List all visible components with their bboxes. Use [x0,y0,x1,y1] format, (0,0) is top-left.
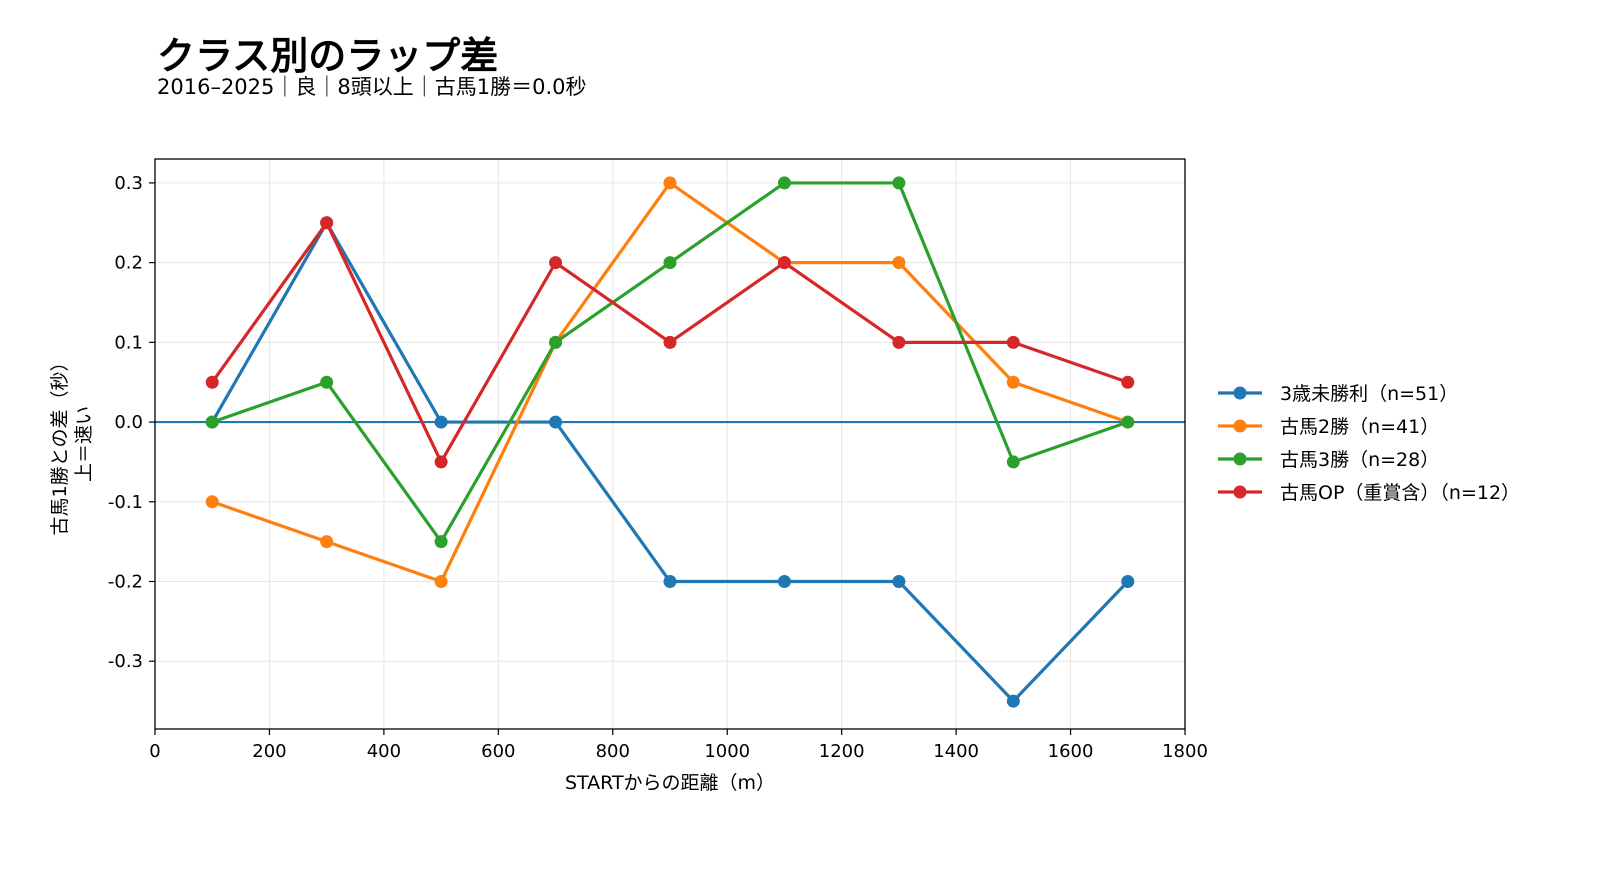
y-tick-label: 0.3 [114,173,143,194]
y-axis-label-line1: 古馬1勝との差（秒） [49,353,71,536]
series-2 [205,176,1135,589]
data-point [1121,575,1135,589]
data-point [205,415,219,429]
legend-label: 古馬2勝（n=41） [1280,416,1439,438]
series-group [205,176,1135,708]
legend-item: 古馬OP（重賞含）（n=12） [1218,482,1520,504]
series-1 [205,216,1135,708]
data-point [205,495,219,509]
x-tick-label: 1000 [704,741,750,762]
y-tick-label: -0.3 [108,651,143,672]
data-point [892,575,906,589]
y-tick-label: 0.0 [114,412,143,433]
legend-label: 3歳未勝利（n=51） [1280,383,1458,405]
data-point [663,335,677,349]
data-point [663,575,677,589]
y-axis-ticks: 0.3 0.2 0.1 0.0 -0.1 -0.2 -0.3 [108,173,155,672]
data-point [549,415,563,429]
plot-frame [154,158,1186,730]
data-point [1006,375,1020,389]
y-tick-label: -0.2 [108,572,143,593]
series-4 [205,216,1135,469]
series-line [210,181,1130,584]
y-tick-label: 0.2 [114,253,143,274]
data-point [320,216,334,230]
data-point [892,256,906,270]
data-point [1121,375,1135,389]
series-line [210,221,1130,703]
x-tick-label: 1400 [933,741,979,762]
y-tick-label: -0.1 [108,492,143,513]
x-tick-label: 800 [596,741,630,762]
x-tick-label: 200 [252,741,286,762]
series-3 [205,176,1135,549]
data-point [1121,415,1135,429]
x-tick-label: 400 [367,741,401,762]
legend-item: 古馬3勝（n=28） [1218,449,1439,471]
legend-swatch-marker [1233,485,1247,499]
data-point [434,455,448,469]
x-tick-label: 1600 [1048,741,1094,762]
series-line [210,181,1130,544]
chart-title: クラス別のラップ差 [157,34,499,78]
legend-item: 古馬2勝（n=41） [1218,416,1439,438]
data-point [1006,694,1020,708]
data-point [1006,335,1020,349]
data-point [549,335,563,349]
data-point [777,176,791,190]
data-point [777,256,791,270]
x-axis-ticks: 0 200 400 600 800 1000 1200 1400 1600 1800 [149,729,1208,762]
data-point [892,335,906,349]
legend-swatch-marker [1233,386,1247,400]
legend-swatch-marker [1233,419,1247,433]
data-point [434,575,448,589]
data-point [663,256,677,270]
legend: 3歳未勝利（n=51） 古馬2勝（n=41） 古馬3勝（n=28） 古馬OP（重賞含）… [1218,383,1520,504]
x-tick-label: 1200 [819,741,865,762]
data-point [320,375,334,389]
data-point [777,575,791,589]
data-point [663,176,677,190]
x-tick-label: 0 [149,741,160,762]
data-point [205,375,219,389]
y-axis-label: 古馬1勝との差（秒） 上＝速い [49,353,95,536]
data-point [892,176,906,190]
data-point [434,415,448,429]
chart-subtitle: 2016–2025｜良｜8頭以上｜古馬1勝＝0.0秒 [157,75,587,99]
x-tick-label: 1800 [1162,741,1208,762]
y-tick-label: 0.1 [114,332,143,353]
legend-swatch-marker [1233,452,1247,466]
legend-label: 古馬OP（重賞含）（n=12） [1280,482,1520,504]
x-axis-label: STARTからの距離（m） [565,772,775,794]
data-point [549,256,563,270]
legend-item: 3歳未勝利（n=51） [1218,383,1458,405]
x-tick-label: 600 [481,741,515,762]
data-point [1006,455,1020,469]
data-point [434,535,448,549]
legend-label: 古馬3勝（n=28） [1280,449,1439,471]
y-axis-label-line2: 上＝速い [73,406,95,482]
data-point [320,535,334,549]
